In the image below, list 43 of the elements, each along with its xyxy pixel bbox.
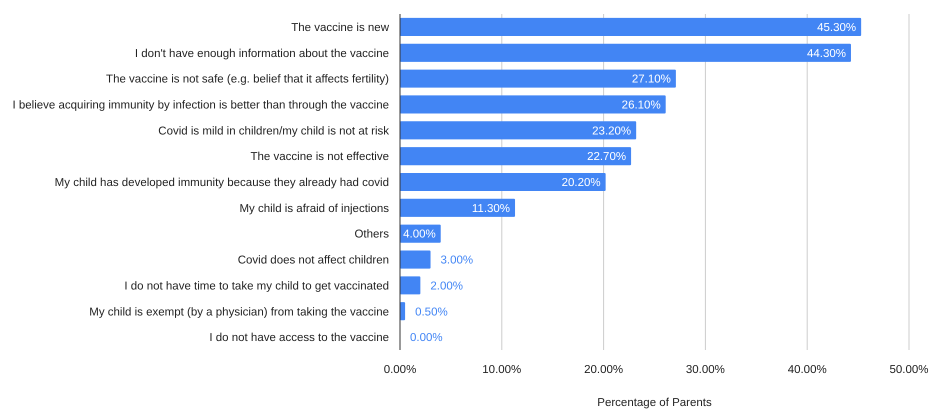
x-tick-label: 50.00% <box>889 364 929 376</box>
bar <box>400 198 516 217</box>
y-tick-label: I believe acquiring immunity by infection is better than through the vaccine <box>12 99 389 112</box>
bar <box>400 44 851 62</box>
data-label: 11.30% <box>472 202 510 215</box>
x-tick-label: 10.00% <box>482 364 522 376</box>
bar <box>400 172 606 192</box>
x-axis-title: Percentage of Parents <box>597 397 712 409</box>
bar <box>400 95 666 114</box>
data-label: 23.20% <box>592 125 632 138</box>
bar <box>400 18 862 36</box>
data-label: 22.70% <box>587 151 626 164</box>
x-tick-label: 40.00% <box>788 364 827 376</box>
y-tick-label: The vaccine is new <box>291 22 390 34</box>
y-tick-label: I do not have access to the vaccine <box>209 332 389 344</box>
y-tick-label: My child is exempt (by a physician) from taking the vaccine <box>89 306 389 318</box>
bar <box>400 147 632 166</box>
bar <box>400 276 420 294</box>
y-tick-label: Covid does not affect children <box>238 254 389 267</box>
y-tick-label: My child has developed immunity because they already had covid <box>54 177 389 190</box>
y-tick-label: I don't have enough information about the vaccine <box>134 48 389 60</box>
y-tick-label: My child is afraid of injections <box>239 202 390 215</box>
bar <box>400 70 676 88</box>
data-label: 27.10% <box>632 74 671 86</box>
data-label: 2.00% <box>430 280 463 292</box>
bar <box>400 250 431 269</box>
x-tick-label: 0.00% <box>384 364 416 376</box>
y-tick-label: Others <box>354 228 390 241</box>
x-tick-label: 20.00% <box>584 364 624 376</box>
data-label: 20.20% <box>562 177 601 190</box>
y-tick-label: The vaccine is not effective <box>250 151 389 164</box>
y-tick-label: I do not have time to take my child to get vaccinated <box>124 280 389 292</box>
data-label: 45.30% <box>817 22 856 34</box>
y-tick-label: Covid is mild in children/my child is not at risk <box>158 125 390 138</box>
x-tick-label: 30.00% <box>686 364 725 376</box>
data-label: 44.30% <box>806 48 846 60</box>
data-label: 0.00% <box>410 332 443 344</box>
data-label: 0.50% <box>415 306 448 318</box>
data-label: 4.00% <box>403 228 436 241</box>
bar <box>400 121 636 140</box>
y-tick-label: The vaccine is not safe (e.g. belief that it affects fertility) <box>106 74 390 86</box>
data-label: 3.00% <box>440 254 474 267</box>
data-label: 26.10% <box>622 99 661 112</box>
